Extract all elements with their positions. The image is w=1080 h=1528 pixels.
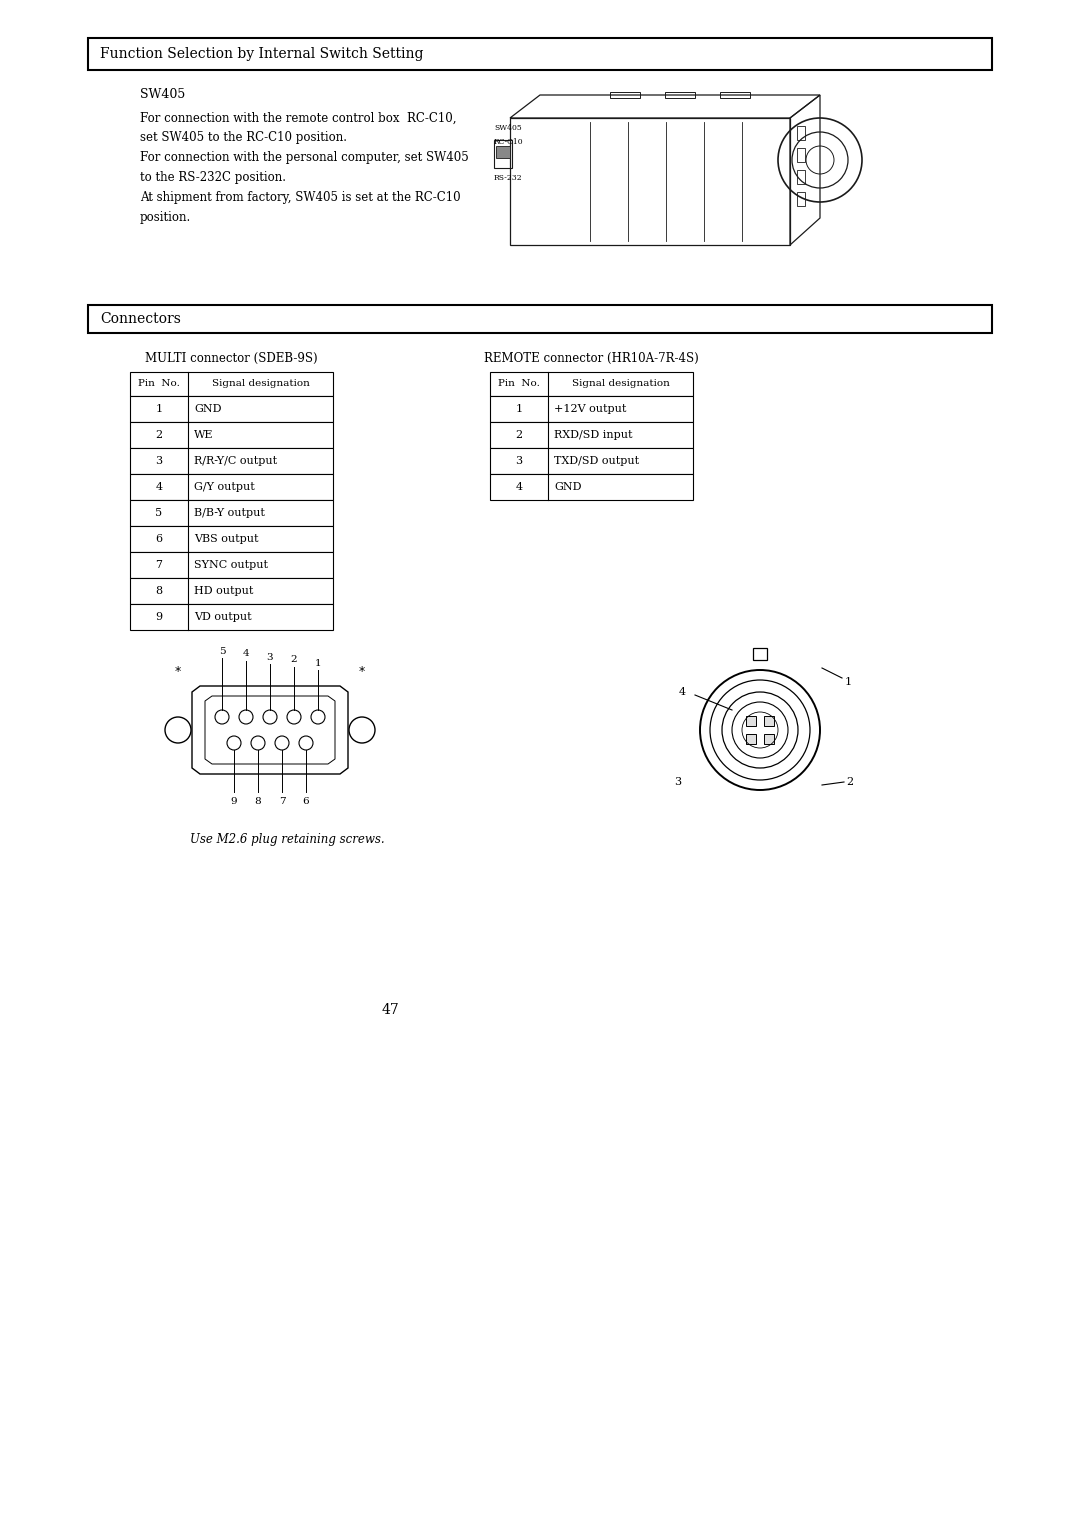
Text: 7: 7 xyxy=(156,559,162,570)
Text: 4: 4 xyxy=(678,688,686,697)
Text: VD output: VD output xyxy=(194,613,252,622)
Bar xyxy=(797,193,805,206)
Bar xyxy=(490,371,693,396)
Text: 2: 2 xyxy=(515,429,523,440)
Text: 4: 4 xyxy=(515,481,523,492)
Bar xyxy=(130,474,333,500)
Text: 1: 1 xyxy=(515,403,523,414)
Text: +12V output: +12V output xyxy=(554,403,626,414)
Text: 6: 6 xyxy=(302,796,309,805)
Text: B/B-Y output: B/B-Y output xyxy=(194,507,265,518)
Text: to the RS-232C position.: to the RS-232C position. xyxy=(140,171,286,185)
Text: 1: 1 xyxy=(156,403,163,414)
Text: 6: 6 xyxy=(156,533,163,544)
Text: 47: 47 xyxy=(381,1002,399,1018)
Text: GND: GND xyxy=(194,403,221,414)
Text: For connection with the remote control box  RC-C10,: For connection with the remote control b… xyxy=(140,112,457,124)
Bar xyxy=(490,448,693,474)
Text: 9: 9 xyxy=(156,613,163,622)
Text: 4: 4 xyxy=(156,481,163,492)
Bar xyxy=(610,92,640,98)
Text: HD output: HD output xyxy=(194,587,254,596)
Bar xyxy=(490,474,693,500)
Text: 2: 2 xyxy=(156,429,163,440)
Text: Use M2.6 plug retaining screws.: Use M2.6 plug retaining screws. xyxy=(190,833,384,847)
Bar xyxy=(130,500,333,526)
Text: 9: 9 xyxy=(231,796,238,805)
Text: 4: 4 xyxy=(243,649,249,659)
Text: Pin  No.: Pin No. xyxy=(138,379,180,388)
Bar xyxy=(130,578,333,604)
Text: 2: 2 xyxy=(847,778,853,787)
Text: Connectors: Connectors xyxy=(100,312,180,325)
Bar xyxy=(130,604,333,630)
Text: SYNC output: SYNC output xyxy=(194,559,268,570)
Text: position.: position. xyxy=(140,211,191,225)
Text: Function Selection by Internal Switch Setting: Function Selection by Internal Switch Se… xyxy=(100,47,423,61)
Text: 3: 3 xyxy=(156,455,163,466)
Bar xyxy=(797,170,805,183)
Bar xyxy=(797,125,805,141)
Bar xyxy=(130,552,333,578)
Bar xyxy=(797,148,805,162)
Text: At shipment from factory, SW405 is set at the RC-C10: At shipment from factory, SW405 is set a… xyxy=(140,191,461,205)
Text: 3: 3 xyxy=(267,652,273,662)
Text: RC-C10: RC-C10 xyxy=(494,138,524,147)
Text: VBS output: VBS output xyxy=(194,533,258,544)
Bar xyxy=(746,717,756,726)
Bar xyxy=(665,92,696,98)
Text: TXD/SD output: TXD/SD output xyxy=(554,455,639,466)
Bar xyxy=(130,526,333,552)
Bar xyxy=(490,396,693,422)
Text: 8: 8 xyxy=(255,796,261,805)
Text: Pin  No.: Pin No. xyxy=(498,379,540,388)
Text: *: * xyxy=(359,666,365,678)
Bar xyxy=(130,371,333,396)
Bar xyxy=(130,396,333,422)
Text: 5: 5 xyxy=(218,646,226,656)
Text: REMOTE connector (HR10A-7R-4S): REMOTE connector (HR10A-7R-4S) xyxy=(484,351,699,365)
Bar xyxy=(87,38,993,70)
Text: For connection with the personal computer, set SW405: For connection with the personal compute… xyxy=(140,151,469,165)
Text: SW405: SW405 xyxy=(140,89,186,101)
Text: 3: 3 xyxy=(674,778,681,787)
Bar xyxy=(130,422,333,448)
Text: R/R-Y/C output: R/R-Y/C output xyxy=(194,455,278,466)
Bar xyxy=(490,422,693,448)
Text: RXD/SD input: RXD/SD input xyxy=(554,429,633,440)
Text: G/Y output: G/Y output xyxy=(194,481,255,492)
Bar xyxy=(720,92,750,98)
Text: 5: 5 xyxy=(156,507,163,518)
Text: 1: 1 xyxy=(845,677,851,688)
Text: 7: 7 xyxy=(279,796,285,805)
Bar xyxy=(87,306,993,333)
Text: 1: 1 xyxy=(314,659,322,668)
Text: set SW405 to the RC-C10 position.: set SW405 to the RC-C10 position. xyxy=(140,131,347,145)
Text: Signal designation: Signal designation xyxy=(571,379,670,388)
Bar xyxy=(764,717,774,726)
Text: MULTI connector (SDEB-9S): MULTI connector (SDEB-9S) xyxy=(145,351,318,365)
Text: Signal designation: Signal designation xyxy=(212,379,310,388)
Text: 2: 2 xyxy=(291,656,297,665)
Bar xyxy=(764,733,774,744)
Bar xyxy=(494,141,512,168)
Text: 8: 8 xyxy=(156,587,163,596)
Text: WE: WE xyxy=(194,429,214,440)
Bar xyxy=(746,733,756,744)
Text: 3: 3 xyxy=(515,455,523,466)
Text: *: * xyxy=(175,666,181,678)
Text: GND: GND xyxy=(554,481,581,492)
Text: SW405: SW405 xyxy=(494,124,522,131)
Text: RS-232: RS-232 xyxy=(494,174,523,182)
Bar xyxy=(496,147,510,157)
Bar xyxy=(130,448,333,474)
Bar xyxy=(753,648,767,660)
